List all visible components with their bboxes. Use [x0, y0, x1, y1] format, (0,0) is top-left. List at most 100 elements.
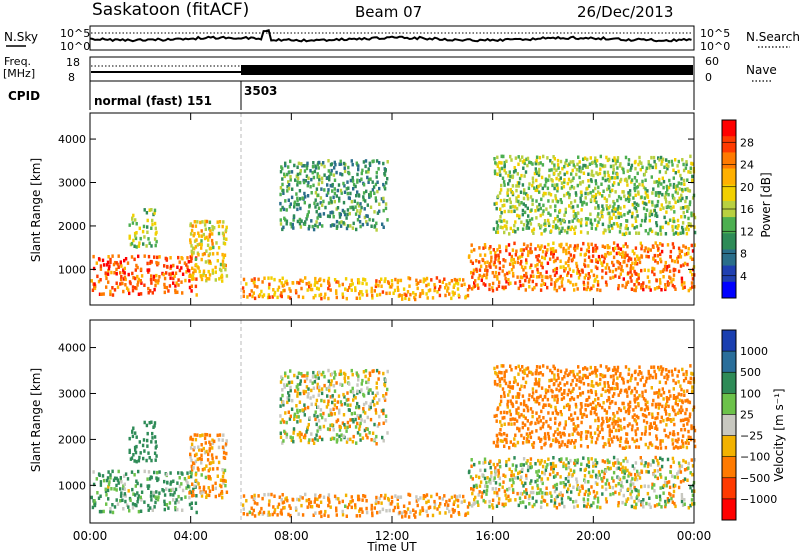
power-cell: [304, 220, 307, 224]
power-cell: [503, 230, 506, 235]
power-cell: [676, 226, 679, 230]
vel-cell: [512, 380, 516, 384]
power-cell: [558, 208, 562, 213]
power-cell: [562, 249, 565, 254]
vel-cell: [582, 456, 585, 460]
vel-cell: [499, 428, 502, 432]
power-cell: [584, 163, 587, 168]
vel-cell: [654, 375, 658, 380]
power-cell: [667, 264, 671, 268]
vel-cell: [136, 497, 140, 501]
vel-cell: [570, 490, 573, 494]
vel-cell: [566, 392, 569, 397]
power-cell: [332, 215, 335, 219]
vel-cell: [629, 492, 632, 496]
power-cell: [655, 223, 659, 228]
power-cell: [376, 293, 379, 297]
power-cell: [360, 177, 363, 181]
power-cell: [165, 257, 169, 261]
power-cell: [341, 295, 345, 299]
power-cell: [601, 222, 605, 227]
power-cell: [671, 163, 674, 167]
vel-cell: [626, 394, 629, 398]
power-cell: [618, 262, 622, 266]
power-cell: [224, 267, 227, 272]
power-cell: [316, 202, 319, 207]
power-cell: [535, 199, 538, 203]
power-cell: [650, 229, 654, 234]
power-cell: [590, 169, 594, 174]
power-cell: [680, 276, 684, 281]
power-cell: [515, 188, 518, 193]
power-cell: [163, 285, 166, 289]
power-cell: [577, 219, 580, 223]
power-cell: [677, 169, 680, 174]
power-cell: [655, 211, 658, 216]
power-cell: [124, 283, 127, 287]
vel-cell: [626, 424, 630, 428]
vel-cell: [664, 433, 668, 438]
power-cell: [523, 188, 526, 192]
power-cell: [497, 259, 500, 263]
vel-cell: [569, 458, 572, 463]
vel-cell: [639, 378, 642, 382]
power-cell: [575, 172, 578, 177]
vel-cell: [518, 392, 521, 396]
power-cell: [471, 275, 474, 279]
power-cell: [288, 204, 292, 209]
vel-cell: [194, 472, 198, 477]
vel-cell: [612, 412, 615, 416]
power-cell: [518, 181, 521, 185]
vel-cell: [670, 496, 673, 501]
vel-cell: [165, 503, 169, 507]
power-cell: [604, 280, 608, 284]
power-cell: [157, 261, 160, 266]
power-cell: [189, 238, 192, 242]
power-cell: [517, 155, 520, 159]
vel-cell: [478, 484, 482, 488]
vel-cell: [195, 494, 198, 498]
vel-cell: [186, 484, 190, 488]
vel-cell: [335, 440, 339, 444]
vel-cell: [284, 411, 287, 415]
power-cell: [307, 210, 310, 214]
vel-cell: [510, 484, 514, 488]
power-cell: [596, 223, 599, 228]
vel-cell: [587, 383, 590, 387]
power-cell: [319, 277, 322, 281]
vel-cell: [569, 398, 572, 402]
power-cell: [289, 175, 292, 179]
power-cell: [636, 214, 639, 218]
power-cell: [521, 212, 524, 217]
vel-cell: [649, 463, 652, 467]
power-cell: [547, 218, 550, 223]
power-cell: [251, 294, 254, 299]
vel-cell: [570, 382, 573, 387]
power-cell: [640, 161, 643, 165]
power-cell: [204, 219, 207, 224]
power-cell: [286, 172, 289, 177]
power-cell: [109, 260, 112, 264]
power-cell: [607, 266, 611, 270]
power-cell: [508, 232, 511, 236]
vel-cell: [615, 435, 619, 439]
power-cell: [309, 169, 312, 173]
power-cell: [626, 183, 629, 187]
power-cell: [188, 274, 191, 279]
power-cell: [664, 197, 667, 201]
power-cell: [343, 190, 347, 194]
vel-cell: [284, 371, 287, 375]
vel-cell: [606, 460, 610, 465]
vel-cell: [650, 386, 653, 390]
power-cell: [383, 172, 386, 176]
power-cell: [456, 287, 460, 291]
vel-cell: [558, 421, 562, 425]
power-cell: [635, 202, 639, 206]
vel-cell: [338, 500, 341, 505]
vel-cell: [327, 379, 330, 383]
power-cell: [470, 270, 473, 275]
power-cell: [202, 271, 206, 276]
vel-cell: [464, 512, 468, 516]
power-cell: [626, 169, 629, 173]
vel-cell: [326, 427, 330, 431]
